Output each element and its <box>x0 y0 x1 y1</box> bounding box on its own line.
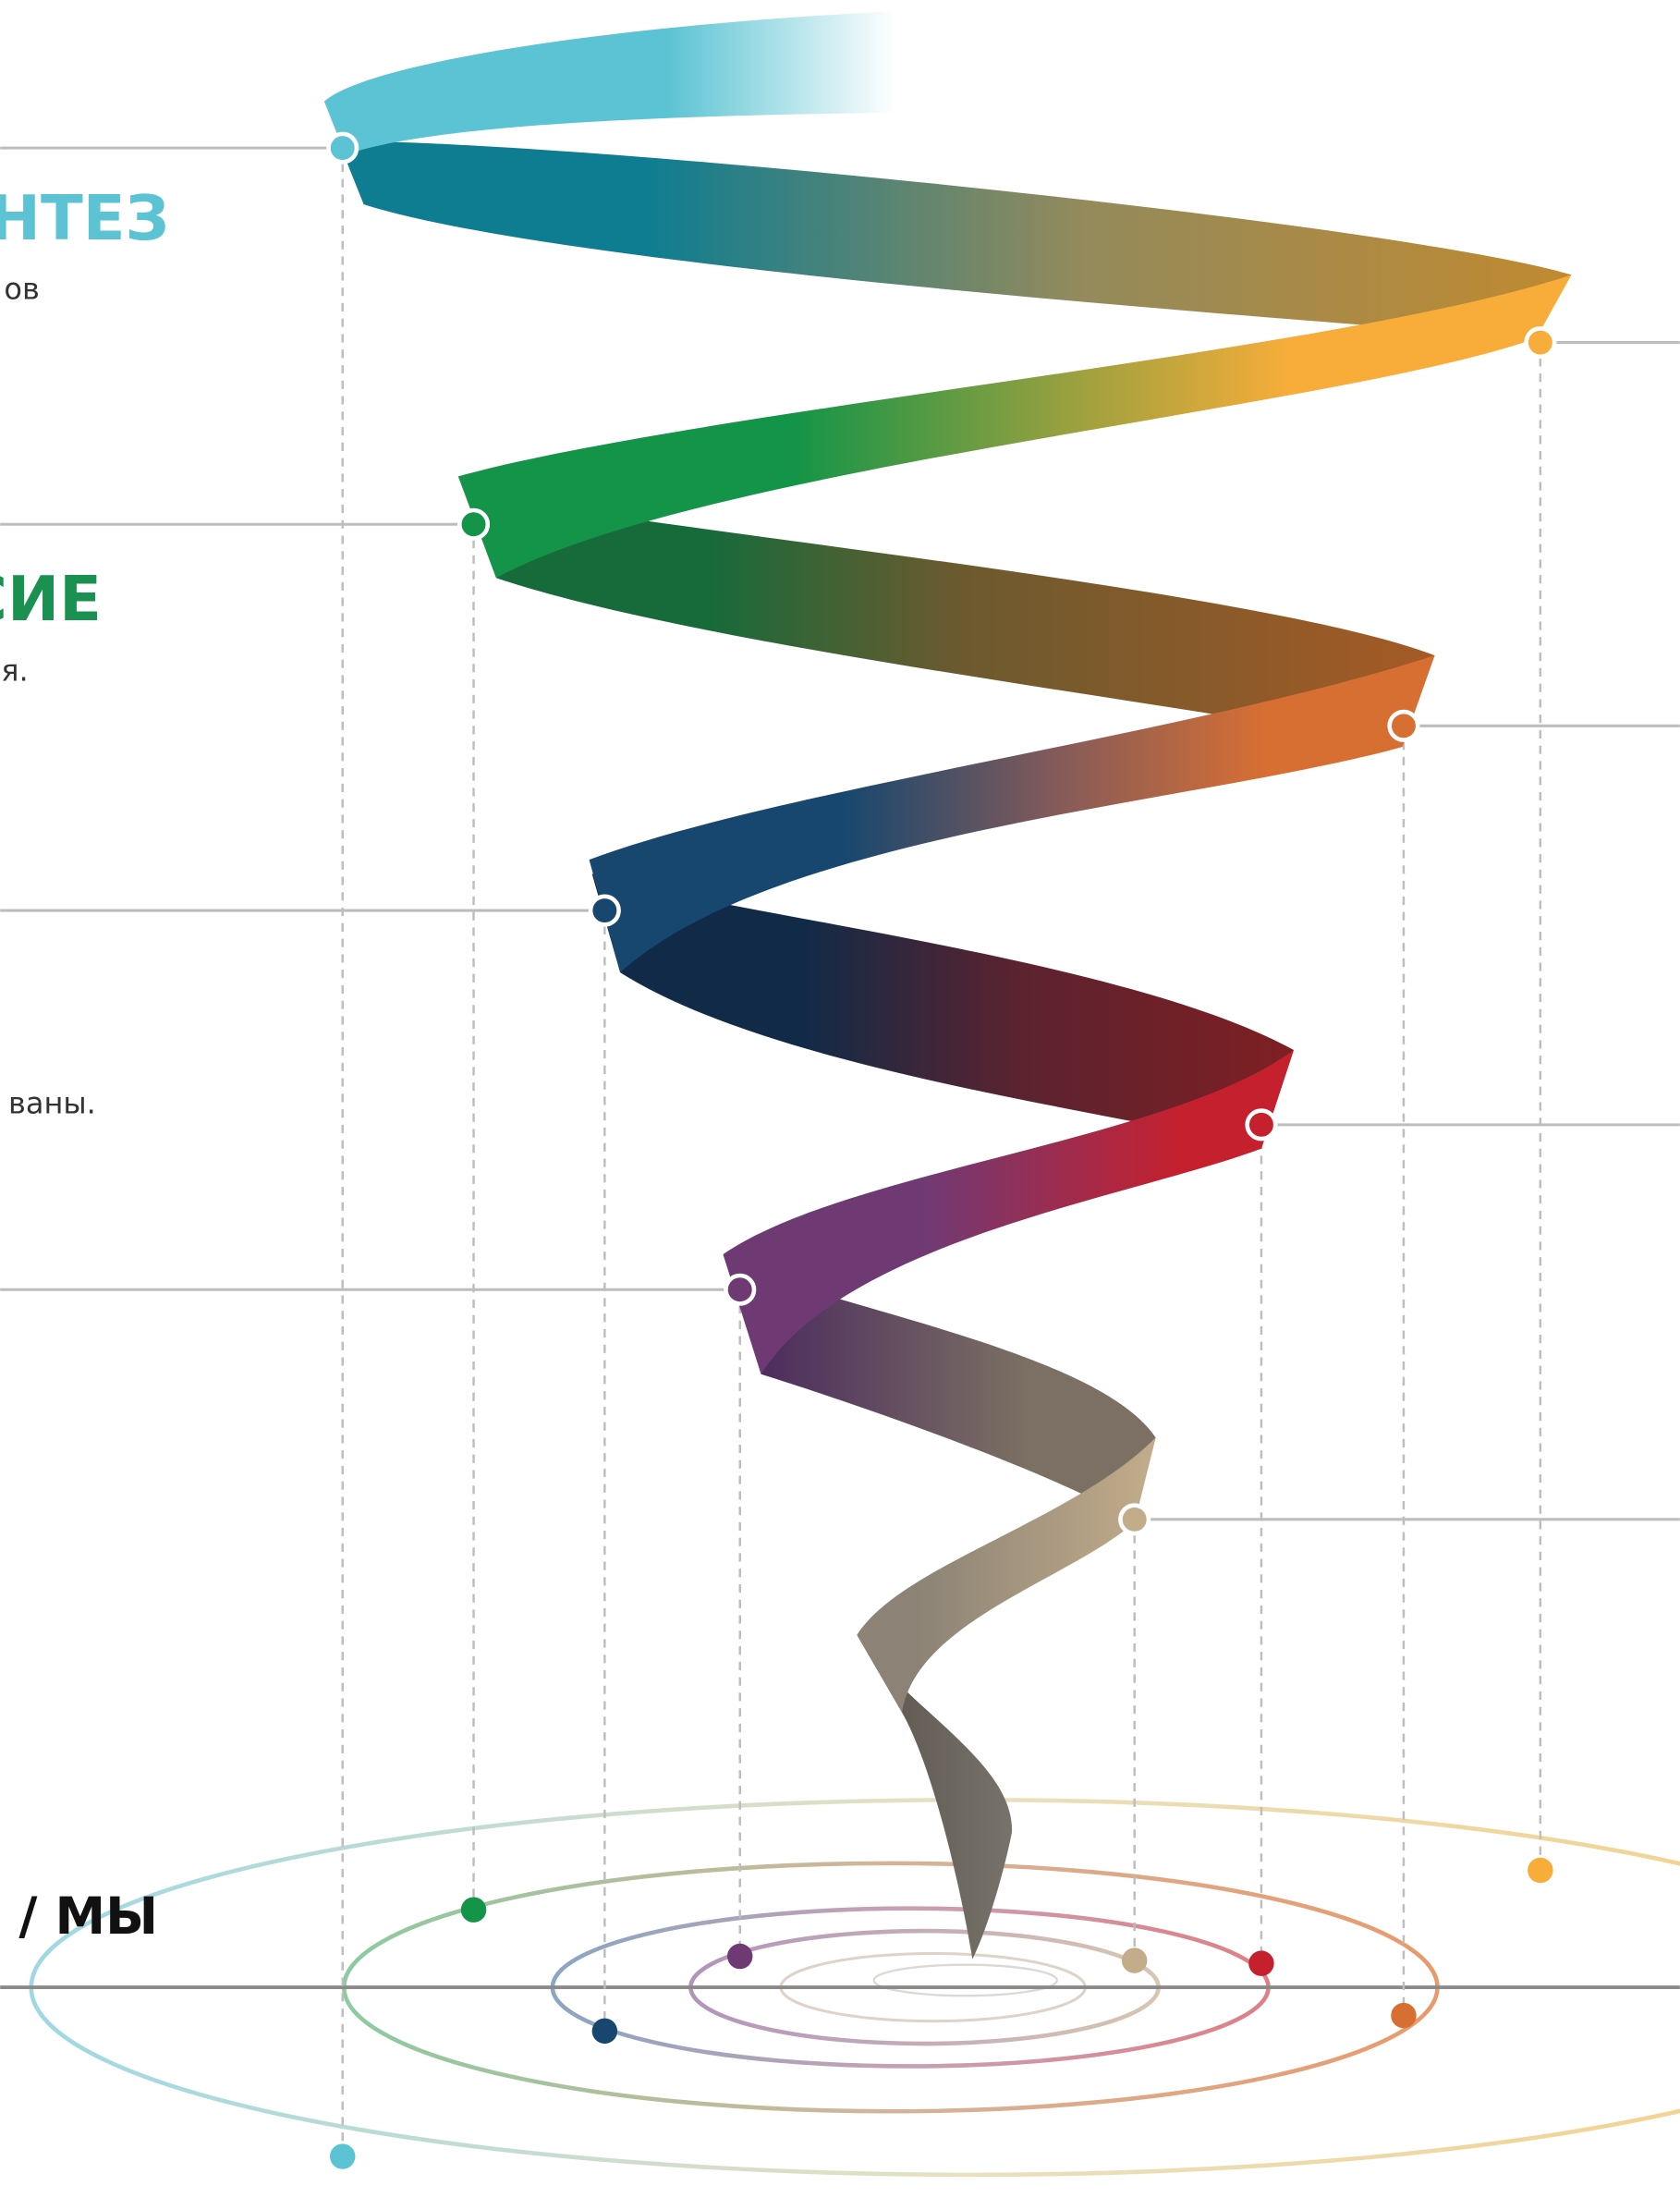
heading: НТЕЗ <box>0 182 169 254</box>
dot <box>1245 1108 1278 1142</box>
ribbon-band <box>723 1050 1295 1374</box>
heading: СИЕ <box>0 563 102 635</box>
drop-lines <box>341 148 1542 2157</box>
dot <box>457 507 491 541</box>
ribbon-dots <box>326 131 1557 1536</box>
body-text: я. <box>1 653 28 689</box>
leader-lines <box>0 146 1680 1521</box>
dot <box>724 1273 757 1306</box>
ring <box>872 1963 1058 1997</box>
ribbon-band <box>857 1437 1156 1713</box>
body-text: ваны. <box>8 1086 96 1121</box>
footer-label: / МЫ <box>18 1886 158 1946</box>
dot <box>326 131 359 165</box>
ribbon-band <box>465 493 1435 748</box>
ribbon-band <box>857 1634 1013 1960</box>
ribbon-band <box>589 655 1435 973</box>
ribbon-band <box>457 275 1572 579</box>
ground-dots <box>329 1857 1553 2169</box>
dot <box>1391 2002 1417 2029</box>
dot <box>1121 1947 1148 1973</box>
dot <box>591 2018 618 2045</box>
body-text: ов <box>4 271 39 306</box>
dot <box>329 2143 356 2169</box>
dot <box>1528 1857 1553 1884</box>
dot <box>727 1943 753 1970</box>
ribbon-band <box>725 1261 1156 1522</box>
dot <box>460 1897 487 1923</box>
dot <box>1387 709 1420 742</box>
dot <box>1118 1503 1151 1536</box>
ribbon-band <box>591 873 1295 1149</box>
ribbon-band <box>338 140 1572 338</box>
ribbon-band <box>323 11 895 155</box>
dot <box>1248 1950 1274 1976</box>
spiral-ribbon <box>323 11 1572 1960</box>
dot <box>588 894 621 927</box>
dot <box>1524 326 1557 360</box>
